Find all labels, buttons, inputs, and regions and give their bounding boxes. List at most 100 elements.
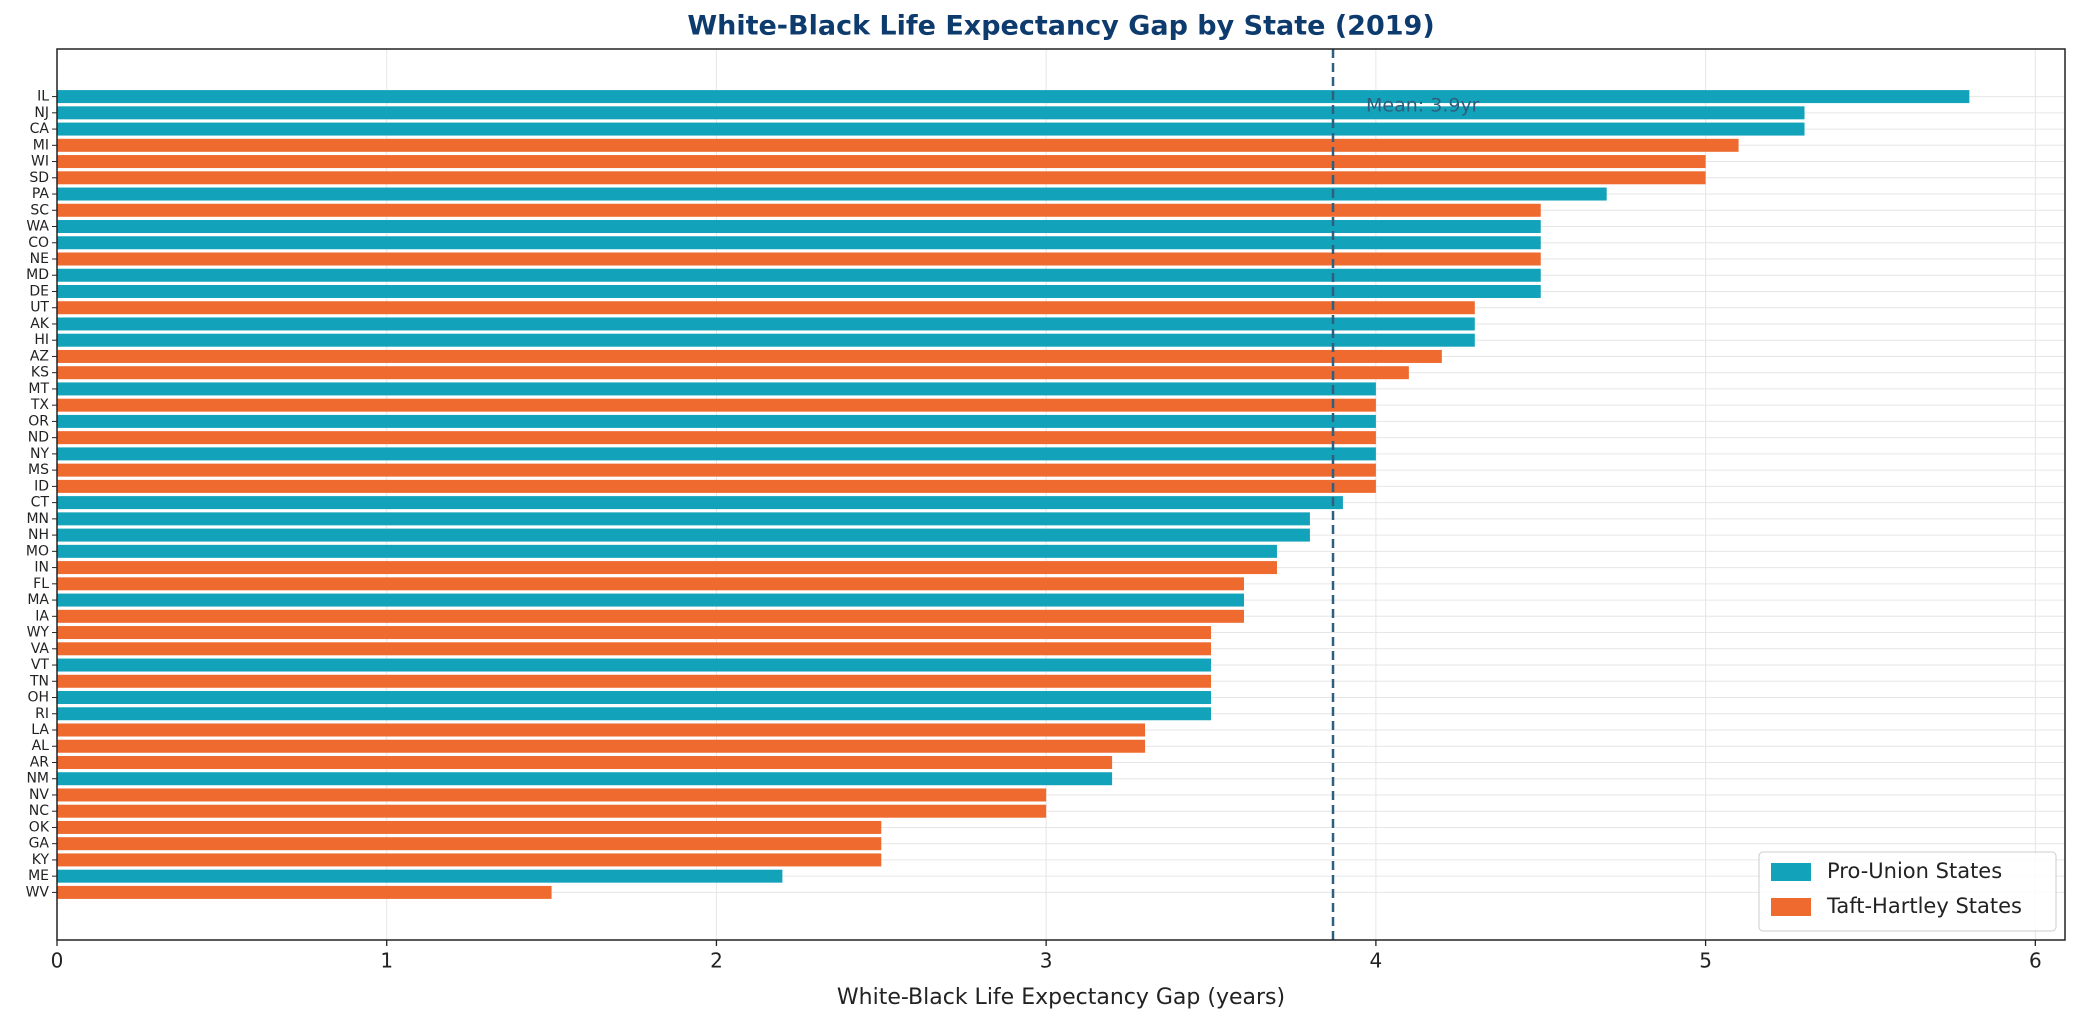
y-tick-label: AR xyxy=(30,754,50,770)
y-tick-label: OK xyxy=(29,819,50,835)
bar xyxy=(57,885,552,899)
y-tick-label: OR xyxy=(28,413,49,429)
bar xyxy=(57,820,882,834)
bar xyxy=(57,463,1376,477)
y-tick-label: NV xyxy=(29,787,49,803)
bar xyxy=(57,512,1310,526)
y-tick-label: IN xyxy=(34,560,49,576)
bar xyxy=(57,284,1541,298)
bar xyxy=(57,788,1047,802)
y-tick-label: WV xyxy=(26,884,50,900)
y-tick-label: CA xyxy=(30,121,50,137)
bar xyxy=(57,626,1212,640)
bar xyxy=(57,723,1146,737)
y-tick-label: NJ xyxy=(34,105,49,121)
bar xyxy=(57,414,1376,428)
bar xyxy=(57,122,1805,136)
bar xyxy=(57,561,1277,575)
y-tick-label: MA xyxy=(27,592,49,608)
y-tick-label: NY xyxy=(30,446,49,462)
y-tick-label: GA xyxy=(29,836,50,852)
x-tick-label: 3 xyxy=(1040,949,1053,973)
bar xyxy=(57,496,1343,510)
y-tick-label: NE xyxy=(30,251,49,267)
bar xyxy=(57,203,1541,217)
y-tick-label: VT xyxy=(31,657,50,673)
bar xyxy=(57,171,1706,185)
y-tick-label: HI xyxy=(34,332,49,348)
y-tick-label: IL xyxy=(37,89,49,105)
bar xyxy=(57,333,1475,347)
bar xyxy=(57,447,1376,461)
bar xyxy=(57,837,882,851)
legend-box xyxy=(1758,851,2057,932)
bar xyxy=(57,138,1739,152)
x-tick-label: 4 xyxy=(1370,949,1383,973)
bar xyxy=(57,431,1376,445)
y-tick-label: NM xyxy=(26,771,49,787)
bar xyxy=(57,707,1212,721)
x-tick-label: 6 xyxy=(2029,949,2042,973)
y-tick-label: VA xyxy=(31,641,50,657)
y-tick-label: WI xyxy=(31,154,49,170)
y-tick-label: AZ xyxy=(30,348,49,364)
bar xyxy=(57,804,1047,818)
bar xyxy=(57,90,1970,104)
y-tick-label: KY xyxy=(32,852,50,868)
y-tick-label: UT xyxy=(30,300,49,316)
bar xyxy=(57,349,1442,363)
plot-frame xyxy=(56,48,2066,941)
bar xyxy=(57,528,1310,542)
bar xyxy=(57,268,1541,282)
bar xyxy=(57,593,1244,607)
y-tick-label: CT xyxy=(31,495,50,511)
y-tick-label: CO xyxy=(28,235,49,251)
bar xyxy=(57,609,1244,623)
y-tick-label: FL xyxy=(33,576,49,592)
y-tick-label: ID xyxy=(34,478,49,494)
bar xyxy=(57,658,1212,672)
y-tick-label: PA xyxy=(32,186,50,202)
bar xyxy=(57,772,1113,786)
y-tick-label: WA xyxy=(26,219,49,235)
y-tick-label: ME xyxy=(28,868,49,884)
y-tick-label: OH xyxy=(27,690,49,706)
mean-label: Mean: 3.9yr xyxy=(1366,95,1480,117)
bar xyxy=(57,869,783,883)
y-tick-label: MI xyxy=(33,137,49,153)
bar xyxy=(57,691,1212,705)
legend-label: Taft-Hartley States xyxy=(1826,894,2022,918)
bar xyxy=(57,544,1277,558)
bar xyxy=(57,317,1475,331)
x-tick-label: 1 xyxy=(380,949,393,973)
y-tick-label: RI xyxy=(35,706,49,722)
bar xyxy=(57,301,1475,315)
y-tick-label: MT xyxy=(28,381,49,397)
y-tick-label: TX xyxy=(30,397,50,413)
bar xyxy=(57,106,1805,120)
legend-swatch xyxy=(1771,898,1811,916)
y-tick-label: KS xyxy=(31,365,49,381)
y-tick-label: MO xyxy=(26,543,49,559)
y-tick-label: MS xyxy=(28,462,49,478)
y-tick-label: NC xyxy=(29,803,49,819)
bar xyxy=(57,236,1541,250)
legend-label: Pro-Union States xyxy=(1827,859,2002,883)
y-tick-label: LA xyxy=(31,722,49,738)
bar xyxy=(57,187,1607,201)
bar xyxy=(57,739,1146,753)
y-tick-label: AK xyxy=(30,316,50,332)
bar xyxy=(57,366,1409,380)
x-tick-label: 5 xyxy=(1699,949,1712,973)
x-tick-label: 0 xyxy=(51,949,64,973)
y-tick-label: TN xyxy=(29,673,49,689)
bar xyxy=(57,853,882,867)
bar xyxy=(57,755,1113,769)
y-tick-label: DE xyxy=(29,283,49,299)
bar xyxy=(57,642,1212,656)
y-tick-label: IA xyxy=(35,608,49,624)
bar xyxy=(57,220,1541,234)
bar xyxy=(57,577,1244,591)
chart-title: White-Black Life Expectancy Gap by State… xyxy=(687,11,1434,42)
